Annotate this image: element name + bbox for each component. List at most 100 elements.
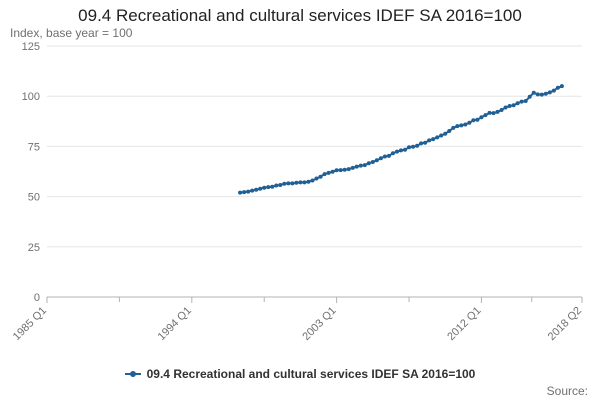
data-point[interactable] — [358, 163, 363, 168]
legend-line-marker-icon — [124, 370, 141, 377]
data-point[interactable] — [298, 180, 303, 185]
data-point[interactable] — [419, 141, 424, 146]
x-tick-label: 1994 Q1 — [156, 305, 194, 343]
x-tick-label: 2018 Q2 — [546, 305, 584, 343]
x-tick-label: 2003 Q1 — [300, 305, 338, 343]
data-point[interactable] — [539, 92, 544, 97]
series-line[interactable] — [239, 85, 563, 194]
data-point[interactable] — [318, 174, 323, 179]
data-point[interactable] — [479, 115, 484, 120]
data-point[interactable] — [407, 145, 412, 150]
data-point[interactable] — [415, 143, 420, 148]
data-point[interactable] — [403, 147, 408, 152]
data-point[interactable] — [559, 84, 564, 89]
data-point[interactable] — [262, 185, 267, 190]
data-point[interactable] — [551, 88, 556, 93]
y-tick-label: 75 — [28, 141, 40, 153]
data-point[interactable] — [507, 104, 512, 109]
data-point[interactable] — [386, 153, 391, 158]
data-point[interactable] — [258, 186, 263, 191]
data-point[interactable] — [282, 181, 287, 186]
data-point[interactable] — [491, 111, 496, 116]
x-tick-label: 1985 Q1 — [11, 305, 49, 343]
x-tick-label: 2012 Q1 — [445, 305, 483, 343]
data-point[interactable] — [326, 170, 331, 175]
data-point[interactable] — [310, 178, 315, 183]
data-point[interactable] — [350, 165, 355, 170]
data-point[interactable] — [242, 190, 247, 195]
data-point[interactable] — [423, 140, 428, 145]
data-point[interactable] — [266, 185, 271, 190]
data-point[interactable] — [543, 91, 548, 96]
data-point[interactable] — [431, 137, 436, 142]
data-point[interactable] — [495, 109, 500, 114]
data-point[interactable] — [354, 164, 359, 169]
data-point[interactable] — [519, 99, 524, 104]
data-point[interactable] — [471, 118, 476, 123]
data-point[interactable] — [447, 128, 452, 133]
data-point[interactable] — [346, 167, 351, 172]
data-point[interactable] — [290, 181, 295, 186]
data-point[interactable] — [294, 180, 299, 185]
data-point[interactable] — [322, 172, 327, 177]
data-point[interactable] — [362, 163, 367, 168]
data-point[interactable] — [270, 184, 275, 189]
data-point[interactable] — [314, 176, 319, 181]
data-point[interactable] — [547, 90, 552, 95]
data-point[interactable] — [427, 138, 432, 143]
data-point[interactable] — [382, 154, 387, 159]
axes: 0 25 50 75 100 125 1985 Q1 1994 Q1 2003 Q1 2012 Q… — [11, 41, 584, 343]
data-point[interactable] — [378, 156, 383, 161]
data-point[interactable] — [334, 168, 339, 173]
data-point[interactable] — [503, 105, 508, 110]
data-point[interactable] — [451, 125, 456, 130]
data-point[interactable] — [511, 103, 516, 108]
data-point[interactable] — [535, 92, 540, 97]
data-point[interactable] — [330, 169, 335, 174]
data-point[interactable] — [250, 188, 255, 193]
data-point[interactable] — [398, 148, 403, 153]
data-point[interactable] — [435, 135, 440, 140]
legend[interactable]: 09.4 Recreational and cultural services … — [0, 366, 600, 381]
data-point[interactable] — [527, 94, 532, 99]
data-point[interactable] — [523, 99, 528, 104]
data-point[interactable] — [515, 101, 520, 106]
data-point[interactable] — [278, 182, 283, 187]
data-point[interactable] — [370, 160, 375, 165]
y-tick-label: 25 — [28, 242, 40, 254]
data-point[interactable] — [439, 133, 444, 138]
data-point[interactable] — [286, 181, 291, 186]
data-point[interactable] — [483, 113, 488, 118]
data-point[interactable] — [475, 117, 480, 122]
data-point[interactable] — [455, 124, 460, 129]
gridlines — [47, 45, 582, 248]
legend-label: 09.4 Recreational and cultural services … — [146, 366, 476, 381]
series-layer — [238, 84, 564, 195]
data-point[interactable] — [459, 123, 464, 128]
data-point[interactable] — [555, 85, 560, 90]
y-tick-label: 125 — [22, 41, 40, 53]
data-point[interactable] — [338, 168, 343, 173]
data-point[interactable] — [238, 190, 243, 195]
data-point[interactable] — [463, 122, 468, 127]
data-point[interactable] — [302, 180, 307, 185]
data-point[interactable] — [274, 183, 279, 188]
data-point[interactable] — [443, 131, 448, 136]
data-point[interactable] — [390, 151, 395, 156]
data-point[interactable] — [467, 120, 472, 125]
chart-title: 09.4 Recreational and cultural services … — [78, 6, 522, 25]
data-point[interactable] — [246, 189, 251, 194]
data-point[interactable] — [499, 108, 504, 113]
data-point[interactable] — [411, 144, 416, 149]
data-point[interactable] — [394, 149, 399, 154]
data-point[interactable] — [487, 110, 492, 115]
data-point[interactable] — [342, 167, 347, 172]
data-point[interactable] — [531, 90, 536, 95]
y-tick-label: 50 — [28, 192, 40, 204]
data-point[interactable] — [366, 161, 371, 166]
source-label: Source: — [546, 384, 588, 398]
data-point[interactable] — [374, 158, 379, 163]
data-point[interactable] — [306, 179, 311, 184]
data-point[interactable] — [254, 187, 259, 192]
